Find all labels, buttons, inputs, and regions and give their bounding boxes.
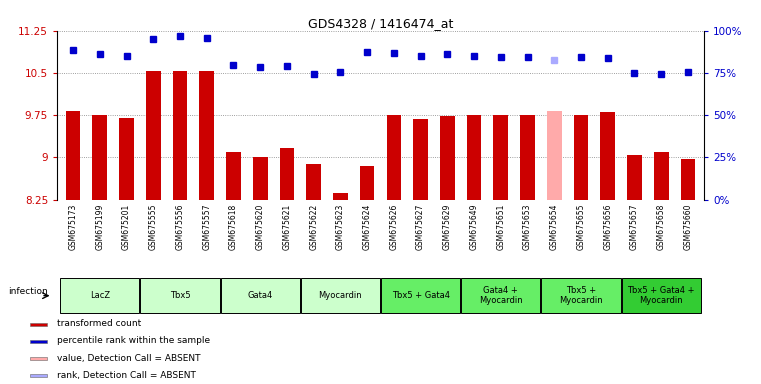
Text: GSM675201: GSM675201 (122, 204, 131, 250)
Bar (30, 340, 47, 343)
Text: GSM675653: GSM675653 (523, 204, 532, 250)
Text: GSM675660: GSM675660 (683, 204, 693, 250)
FancyBboxPatch shape (221, 278, 300, 313)
Text: Myocardin: Myocardin (319, 291, 362, 300)
FancyBboxPatch shape (141, 278, 220, 313)
Bar (199, 71, 214, 200)
Bar (574, 115, 588, 200)
Bar (333, 193, 348, 200)
Bar (173, 71, 187, 200)
Text: Gata4: Gata4 (247, 291, 273, 300)
FancyBboxPatch shape (541, 278, 620, 313)
Bar (680, 159, 696, 200)
Bar (547, 111, 562, 200)
Text: GSM675622: GSM675622 (309, 204, 318, 250)
Text: GSM675623: GSM675623 (336, 204, 345, 250)
Text: GSM675654: GSM675654 (549, 204, 559, 250)
Text: GSM675199: GSM675199 (95, 204, 104, 250)
Text: Tbx5: Tbx5 (170, 291, 190, 300)
Text: infection: infection (8, 287, 48, 296)
Text: Gata4 +
Myocardin: Gata4 + Myocardin (479, 286, 523, 305)
Bar (600, 112, 615, 200)
Bar (654, 152, 668, 200)
Bar (387, 115, 401, 200)
Bar (440, 116, 454, 200)
Text: GSM675555: GSM675555 (149, 204, 158, 250)
Text: GSM675627: GSM675627 (416, 204, 425, 250)
Text: LacZ: LacZ (90, 291, 110, 300)
Bar (521, 115, 535, 200)
Text: GSM675651: GSM675651 (496, 204, 505, 250)
Text: value, Detection Call = ABSENT: value, Detection Call = ABSENT (57, 354, 201, 362)
Text: GSM675658: GSM675658 (657, 204, 666, 250)
Text: GSM675657: GSM675657 (630, 204, 639, 250)
Text: GSM675556: GSM675556 (176, 204, 184, 250)
FancyBboxPatch shape (60, 278, 139, 313)
FancyBboxPatch shape (622, 278, 701, 313)
Text: GSM675656: GSM675656 (603, 204, 612, 250)
Bar (30, 357, 47, 360)
Text: GSM675624: GSM675624 (363, 204, 371, 250)
Bar (65, 111, 81, 200)
Text: GSM675655: GSM675655 (577, 204, 585, 250)
Text: Tbx5 + Gata4 +
Myocardin: Tbx5 + Gata4 + Myocardin (627, 286, 695, 305)
Bar (30, 323, 47, 326)
Title: GDS4328 / 1416474_at: GDS4328 / 1416474_at (307, 17, 454, 30)
Text: percentile rank within the sample: percentile rank within the sample (57, 336, 210, 345)
Text: Tbx5 + Gata4: Tbx5 + Gata4 (392, 291, 450, 300)
Text: GSM675626: GSM675626 (390, 204, 398, 250)
FancyBboxPatch shape (381, 278, 460, 313)
Bar (93, 115, 107, 200)
Text: Tbx5 +
Myocardin: Tbx5 + Myocardin (559, 286, 603, 305)
Bar (360, 166, 374, 200)
Text: GSM675557: GSM675557 (202, 204, 212, 250)
Bar (307, 164, 321, 200)
Text: GSM675621: GSM675621 (282, 204, 291, 250)
Text: GSM675620: GSM675620 (256, 204, 265, 250)
Bar (253, 157, 268, 200)
Text: GSM675649: GSM675649 (470, 204, 479, 250)
Bar (493, 115, 508, 200)
Text: GSM675173: GSM675173 (68, 204, 78, 250)
Bar (279, 148, 295, 200)
Bar (627, 155, 642, 200)
Bar (413, 119, 428, 200)
Bar (146, 71, 161, 200)
Text: GSM675629: GSM675629 (443, 204, 452, 250)
Text: transformed count: transformed count (57, 319, 142, 328)
Text: rank, Detection Call = ABSENT: rank, Detection Call = ABSENT (57, 371, 196, 380)
Bar (226, 152, 240, 200)
Bar (30, 374, 47, 377)
Bar (466, 115, 482, 200)
FancyBboxPatch shape (461, 278, 540, 313)
Bar (119, 118, 134, 200)
Text: GSM675618: GSM675618 (229, 204, 238, 250)
FancyBboxPatch shape (301, 278, 380, 313)
